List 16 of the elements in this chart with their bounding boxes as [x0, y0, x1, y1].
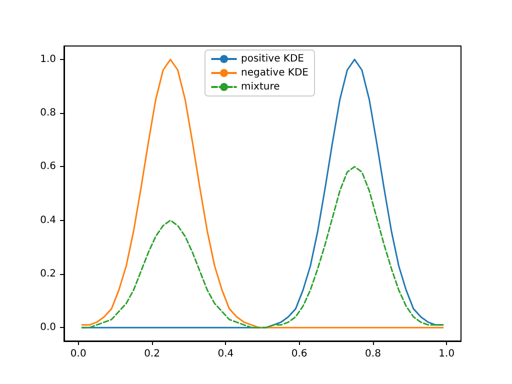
y-tick-label: 1.0 — [40, 54, 56, 65]
x-tick-label: 1.0 — [438, 348, 455, 360]
x-tick-label: 0.6 — [291, 348, 308, 360]
y-tick-label: 0.0 — [40, 322, 56, 334]
y-tick-label: 0.4 — [40, 214, 56, 226]
line-series — [81, 166, 444, 328]
legend-label: negative KDE — [241, 68, 308, 78]
y-tick-label: 0.6 — [40, 161, 56, 172]
legend-label: positive KDE — [241, 54, 304, 64]
y-tick-label: 0.2 — [40, 268, 56, 280]
x-tick-label: 0.2 — [144, 348, 160, 360]
x-tick-label: 0.8 — [365, 348, 381, 360]
x-tick-label: 0.0 — [70, 348, 86, 360]
x-tick-label: 0.4 — [218, 348, 234, 360]
y-tick-label: 0.8 — [40, 108, 56, 119]
legend-label: mixture — [241, 82, 280, 92]
